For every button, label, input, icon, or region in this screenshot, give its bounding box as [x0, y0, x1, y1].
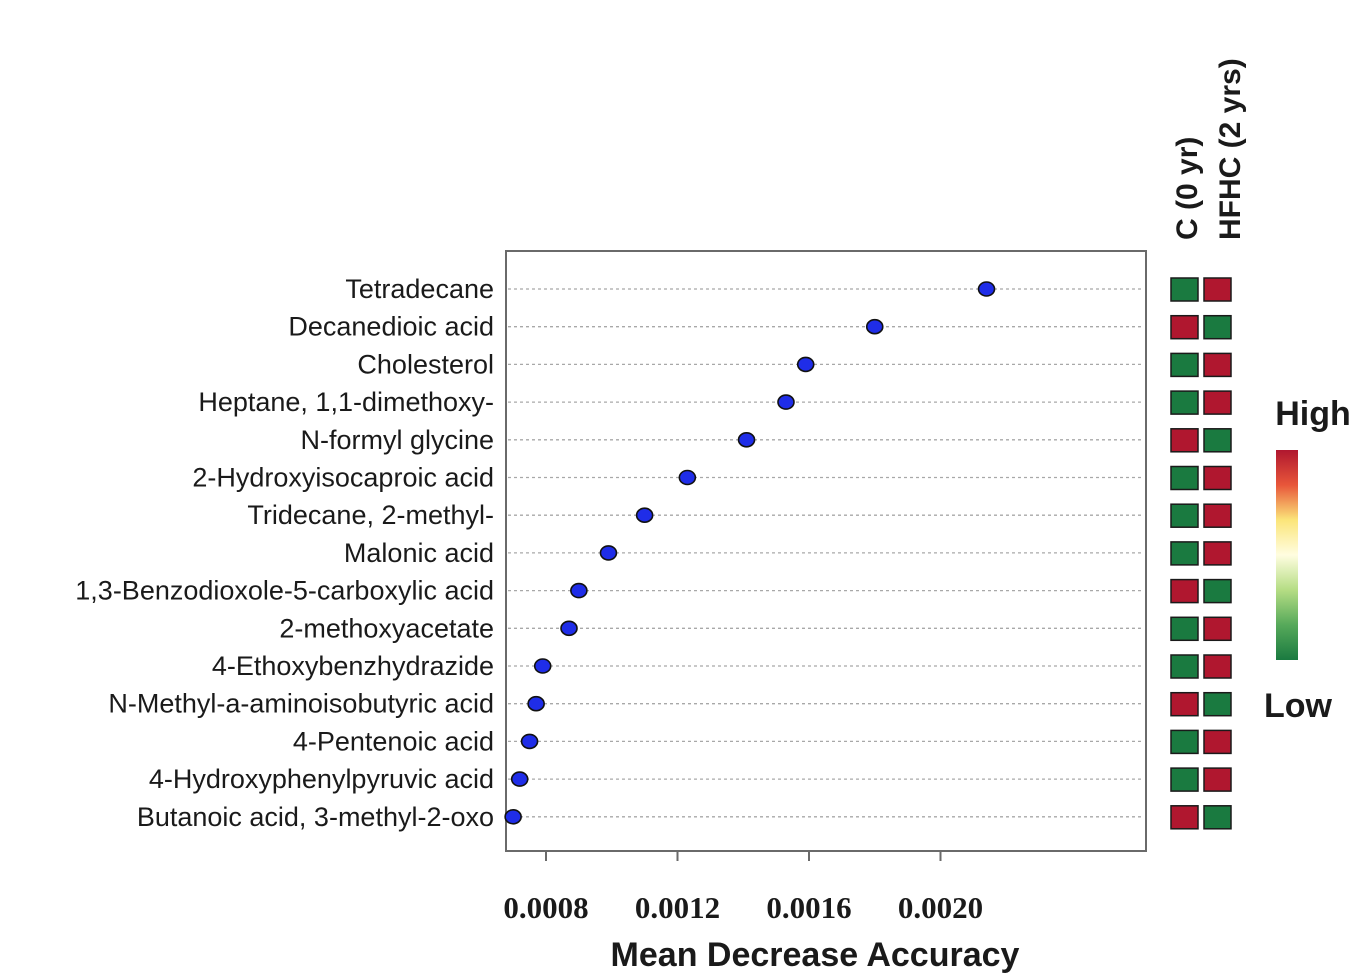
- heatmap-column-header: C (0 yr): [1171, 137, 1204, 240]
- data-point: [527, 695, 545, 712]
- heatmap-cell: [1203, 729, 1232, 755]
- data-point: [865, 318, 884, 335]
- heatmap-cell: [1203, 352, 1232, 378]
- heatmap-cell: [1203, 616, 1232, 642]
- legend-high-label: High: [1275, 395, 1351, 433]
- category-label: Tridecane, 2-methyl-: [247, 500, 494, 530]
- x-axis-title: Mean Decrease Accuracy: [611, 936, 1020, 974]
- heatmap-cell: [1203, 654, 1232, 679]
- data-point: [520, 733, 539, 750]
- heatmap-cell: [1170, 616, 1199, 642]
- category-label: 2-methoxyacetate: [279, 613, 494, 643]
- heatmap-cell: [1203, 314, 1232, 340]
- data-point: [977, 281, 996, 297]
- category-label: Cholesterol: [357, 349, 494, 379]
- x-tick-label: 0.0012: [635, 890, 720, 925]
- data-point: [678, 469, 697, 486]
- category-label: 4-Ethoxybenzhydrazide: [212, 651, 494, 681]
- data-points: [504, 281, 996, 825]
- category-label: 2-Hydroxyisocaproic acid: [192, 463, 494, 493]
- data-point: [777, 394, 795, 410]
- heatmap-cell: [1203, 691, 1232, 717]
- heatmap-cell: [1203, 390, 1232, 415]
- data-point: [510, 771, 529, 787]
- category-label: 1,3-Benzodioxole-5-carboxylic acid: [75, 576, 494, 606]
- category-label: N-formyl glycine: [300, 425, 494, 455]
- heatmap-cell: [1170, 428, 1199, 453]
- legend-low-label: Low: [1264, 687, 1333, 725]
- data-point: [635, 507, 654, 524]
- category-label: Tetradecane: [345, 274, 494, 304]
- color-legend: High Low: [1264, 395, 1351, 725]
- category-label: Decanedioic acid: [288, 312, 494, 342]
- heatmap-cell: [1203, 805, 1232, 830]
- data-point: [560, 620, 578, 637]
- x-axis: 0.0008 0.0012 0.0016 0.0020: [503, 850, 1146, 925]
- heatmap-cell: [1170, 729, 1199, 755]
- data-point: [599, 545, 618, 561]
- x-tick-label: 0.0020: [898, 890, 983, 925]
- category-label: 4-Hydroxyphenylpyruvic acid: [149, 764, 494, 794]
- data-point: [570, 582, 588, 599]
- heatmap-cell: [1170, 541, 1199, 566]
- heatmap-cell: [1170, 277, 1199, 302]
- heatmap-cell: [1170, 314, 1199, 340]
- heatmap-cell: [1203, 767, 1232, 792]
- category-label: Heptane, 1,1-dimethoxy-: [198, 387, 494, 417]
- heatmap-cell: [1203, 428, 1232, 453]
- heatmap-cell: [1203, 465, 1232, 491]
- x-tick-label: 0.0016: [766, 890, 851, 925]
- x-tick-label: 0.0008: [503, 890, 588, 925]
- heatmap: [1170, 277, 1232, 830]
- category-labels: Tetradecane Decanedioic acid Cholesterol He…: [75, 274, 494, 832]
- category-label: Malonic acid: [344, 538, 494, 568]
- heatmap-cell: [1170, 578, 1199, 604]
- heatmap-cell: [1203, 503, 1232, 528]
- data-point: [504, 808, 522, 825]
- heatmap-cell: [1203, 578, 1232, 604]
- category-label: N-Methyl-a-aminoisobutyric acid: [108, 689, 494, 719]
- legend-gradient-bar: [1276, 450, 1298, 660]
- heatmap-cell: [1170, 805, 1199, 830]
- heatmap-cell: [1170, 503, 1199, 528]
- heatmap-cell: [1170, 352, 1199, 378]
- heatmap-cell: [1170, 390, 1199, 415]
- heatmap-cell: [1203, 541, 1232, 566]
- data-point: [737, 431, 756, 448]
- heatmap-cell: [1170, 691, 1199, 717]
- heatmap-cell: [1170, 654, 1199, 679]
- heatmap-cell: [1170, 767, 1199, 792]
- heatmap-column-headers: C (0 yr) HFHC (2 yrs): [1171, 58, 1247, 240]
- heatmap-cell: [1170, 465, 1199, 491]
- data-point: [796, 356, 815, 373]
- category-label: Butanoic acid, 3-methyl-2-oxo: [137, 802, 494, 832]
- data-point: [533, 658, 552, 674]
- heatmap-column-header: HFHC (2 yrs): [1214, 58, 1247, 240]
- category-label: 4-Pentenoic acid: [293, 726, 494, 756]
- heatmap-cell: [1203, 277, 1232, 302]
- grid-lines: [508, 288, 1144, 818]
